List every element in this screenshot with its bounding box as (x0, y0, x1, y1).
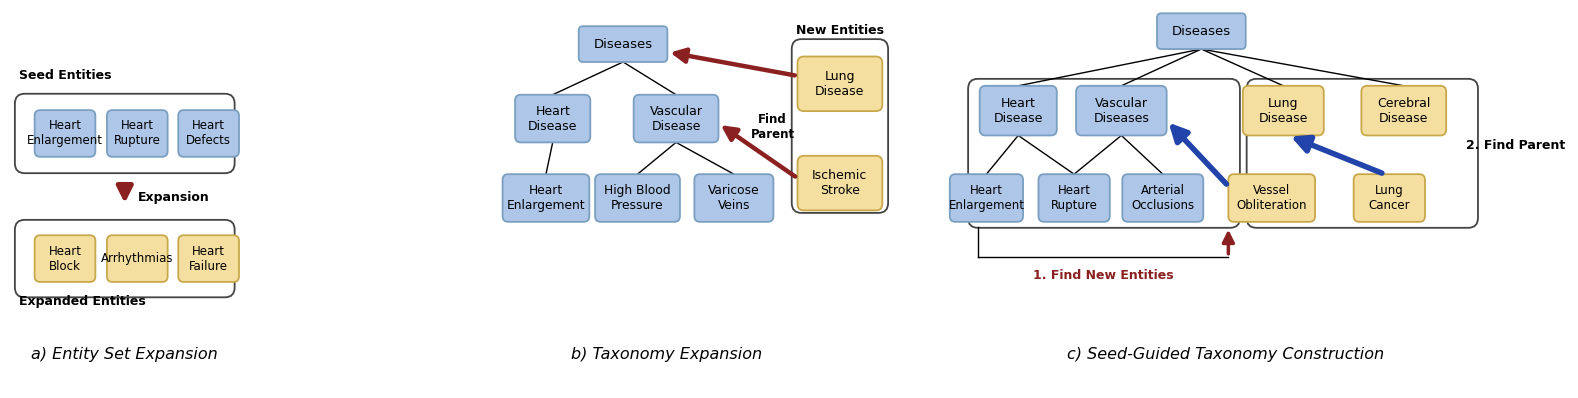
FancyBboxPatch shape (792, 39, 888, 213)
Text: Heart
Failure: Heart Failure (189, 245, 229, 273)
Text: Heart
Rupture: Heart Rupture (114, 119, 161, 148)
Text: Cerebral
Disease: Cerebral Disease (1378, 97, 1430, 125)
Text: Arrhythmias: Arrhythmias (101, 252, 174, 265)
Text: Heart
Block: Heart Block (49, 245, 82, 273)
Text: Lung
Cancer: Lung Cancer (1368, 184, 1411, 212)
Text: Diseases: Diseases (593, 37, 653, 51)
Text: Heart
Enlargement: Heart Enlargement (507, 184, 585, 212)
FancyBboxPatch shape (1122, 174, 1204, 222)
FancyBboxPatch shape (579, 26, 667, 62)
Text: New Entities: New Entities (795, 24, 884, 37)
Text: Arterial
Occlusions: Arterial Occlusions (1131, 184, 1195, 212)
Text: Lung
Disease: Lung Disease (1259, 97, 1308, 125)
FancyBboxPatch shape (35, 235, 95, 282)
Text: Ischemic
Stroke: Ischemic Stroke (813, 169, 868, 197)
FancyBboxPatch shape (1228, 174, 1314, 222)
Text: Expansion: Expansion (139, 191, 210, 203)
Text: Find
Parent: Find Parent (751, 113, 794, 140)
Text: Seed Entities: Seed Entities (19, 69, 110, 82)
FancyBboxPatch shape (1247, 79, 1479, 228)
Text: b) Taxonomy Expansion: b) Taxonomy Expansion (571, 347, 762, 362)
FancyBboxPatch shape (634, 95, 718, 142)
Text: Vessel
Obliteration: Vessel Obliteration (1237, 184, 1307, 212)
FancyBboxPatch shape (514, 95, 590, 142)
FancyBboxPatch shape (502, 174, 589, 222)
Text: 1. Find New Entities: 1. Find New Entities (1032, 269, 1174, 281)
Text: Heart
Disease: Heart Disease (529, 105, 578, 133)
FancyBboxPatch shape (1157, 13, 1245, 49)
FancyBboxPatch shape (797, 156, 882, 211)
FancyBboxPatch shape (178, 110, 238, 157)
Text: c) Seed-Guided Taxonomy Construction: c) Seed-Guided Taxonomy Construction (1067, 347, 1384, 362)
Text: Expanded Entities: Expanded Entities (19, 295, 145, 308)
FancyBboxPatch shape (107, 110, 167, 157)
FancyBboxPatch shape (1038, 174, 1109, 222)
FancyBboxPatch shape (14, 220, 235, 297)
Text: Heart
Enlargement: Heart Enlargement (948, 184, 1024, 212)
FancyBboxPatch shape (980, 86, 1057, 135)
FancyBboxPatch shape (1076, 86, 1166, 135)
FancyBboxPatch shape (969, 79, 1240, 228)
FancyBboxPatch shape (178, 235, 238, 282)
FancyBboxPatch shape (35, 110, 95, 157)
FancyBboxPatch shape (107, 235, 167, 282)
Text: Heart
Enlargement: Heart Enlargement (27, 119, 103, 148)
Text: Diseases: Diseases (1172, 25, 1231, 38)
FancyBboxPatch shape (1362, 86, 1445, 135)
FancyBboxPatch shape (694, 174, 773, 222)
Text: a) Entity Set Expansion: a) Entity Set Expansion (32, 347, 218, 362)
FancyBboxPatch shape (1243, 86, 1324, 135)
FancyBboxPatch shape (797, 57, 882, 111)
Text: Heart
Disease: Heart Disease (994, 97, 1043, 125)
Text: High Blood
Pressure: High Blood Pressure (604, 184, 671, 212)
Text: Vascular
Diseases: Vascular Diseases (1094, 97, 1149, 125)
FancyBboxPatch shape (950, 174, 1023, 222)
Text: Lung
Disease: Lung Disease (816, 70, 865, 98)
FancyBboxPatch shape (1354, 174, 1425, 222)
Text: 2. Find Parent: 2. Find Parent (1466, 139, 1565, 152)
FancyBboxPatch shape (14, 94, 235, 173)
FancyBboxPatch shape (595, 174, 680, 222)
Text: Heart
Rupture: Heart Rupture (1051, 184, 1098, 212)
Text: Varicose
Veins: Varicose Veins (709, 184, 759, 212)
Text: Heart
Defects: Heart Defects (186, 119, 230, 148)
Text: Vascular
Disease: Vascular Disease (650, 105, 702, 133)
